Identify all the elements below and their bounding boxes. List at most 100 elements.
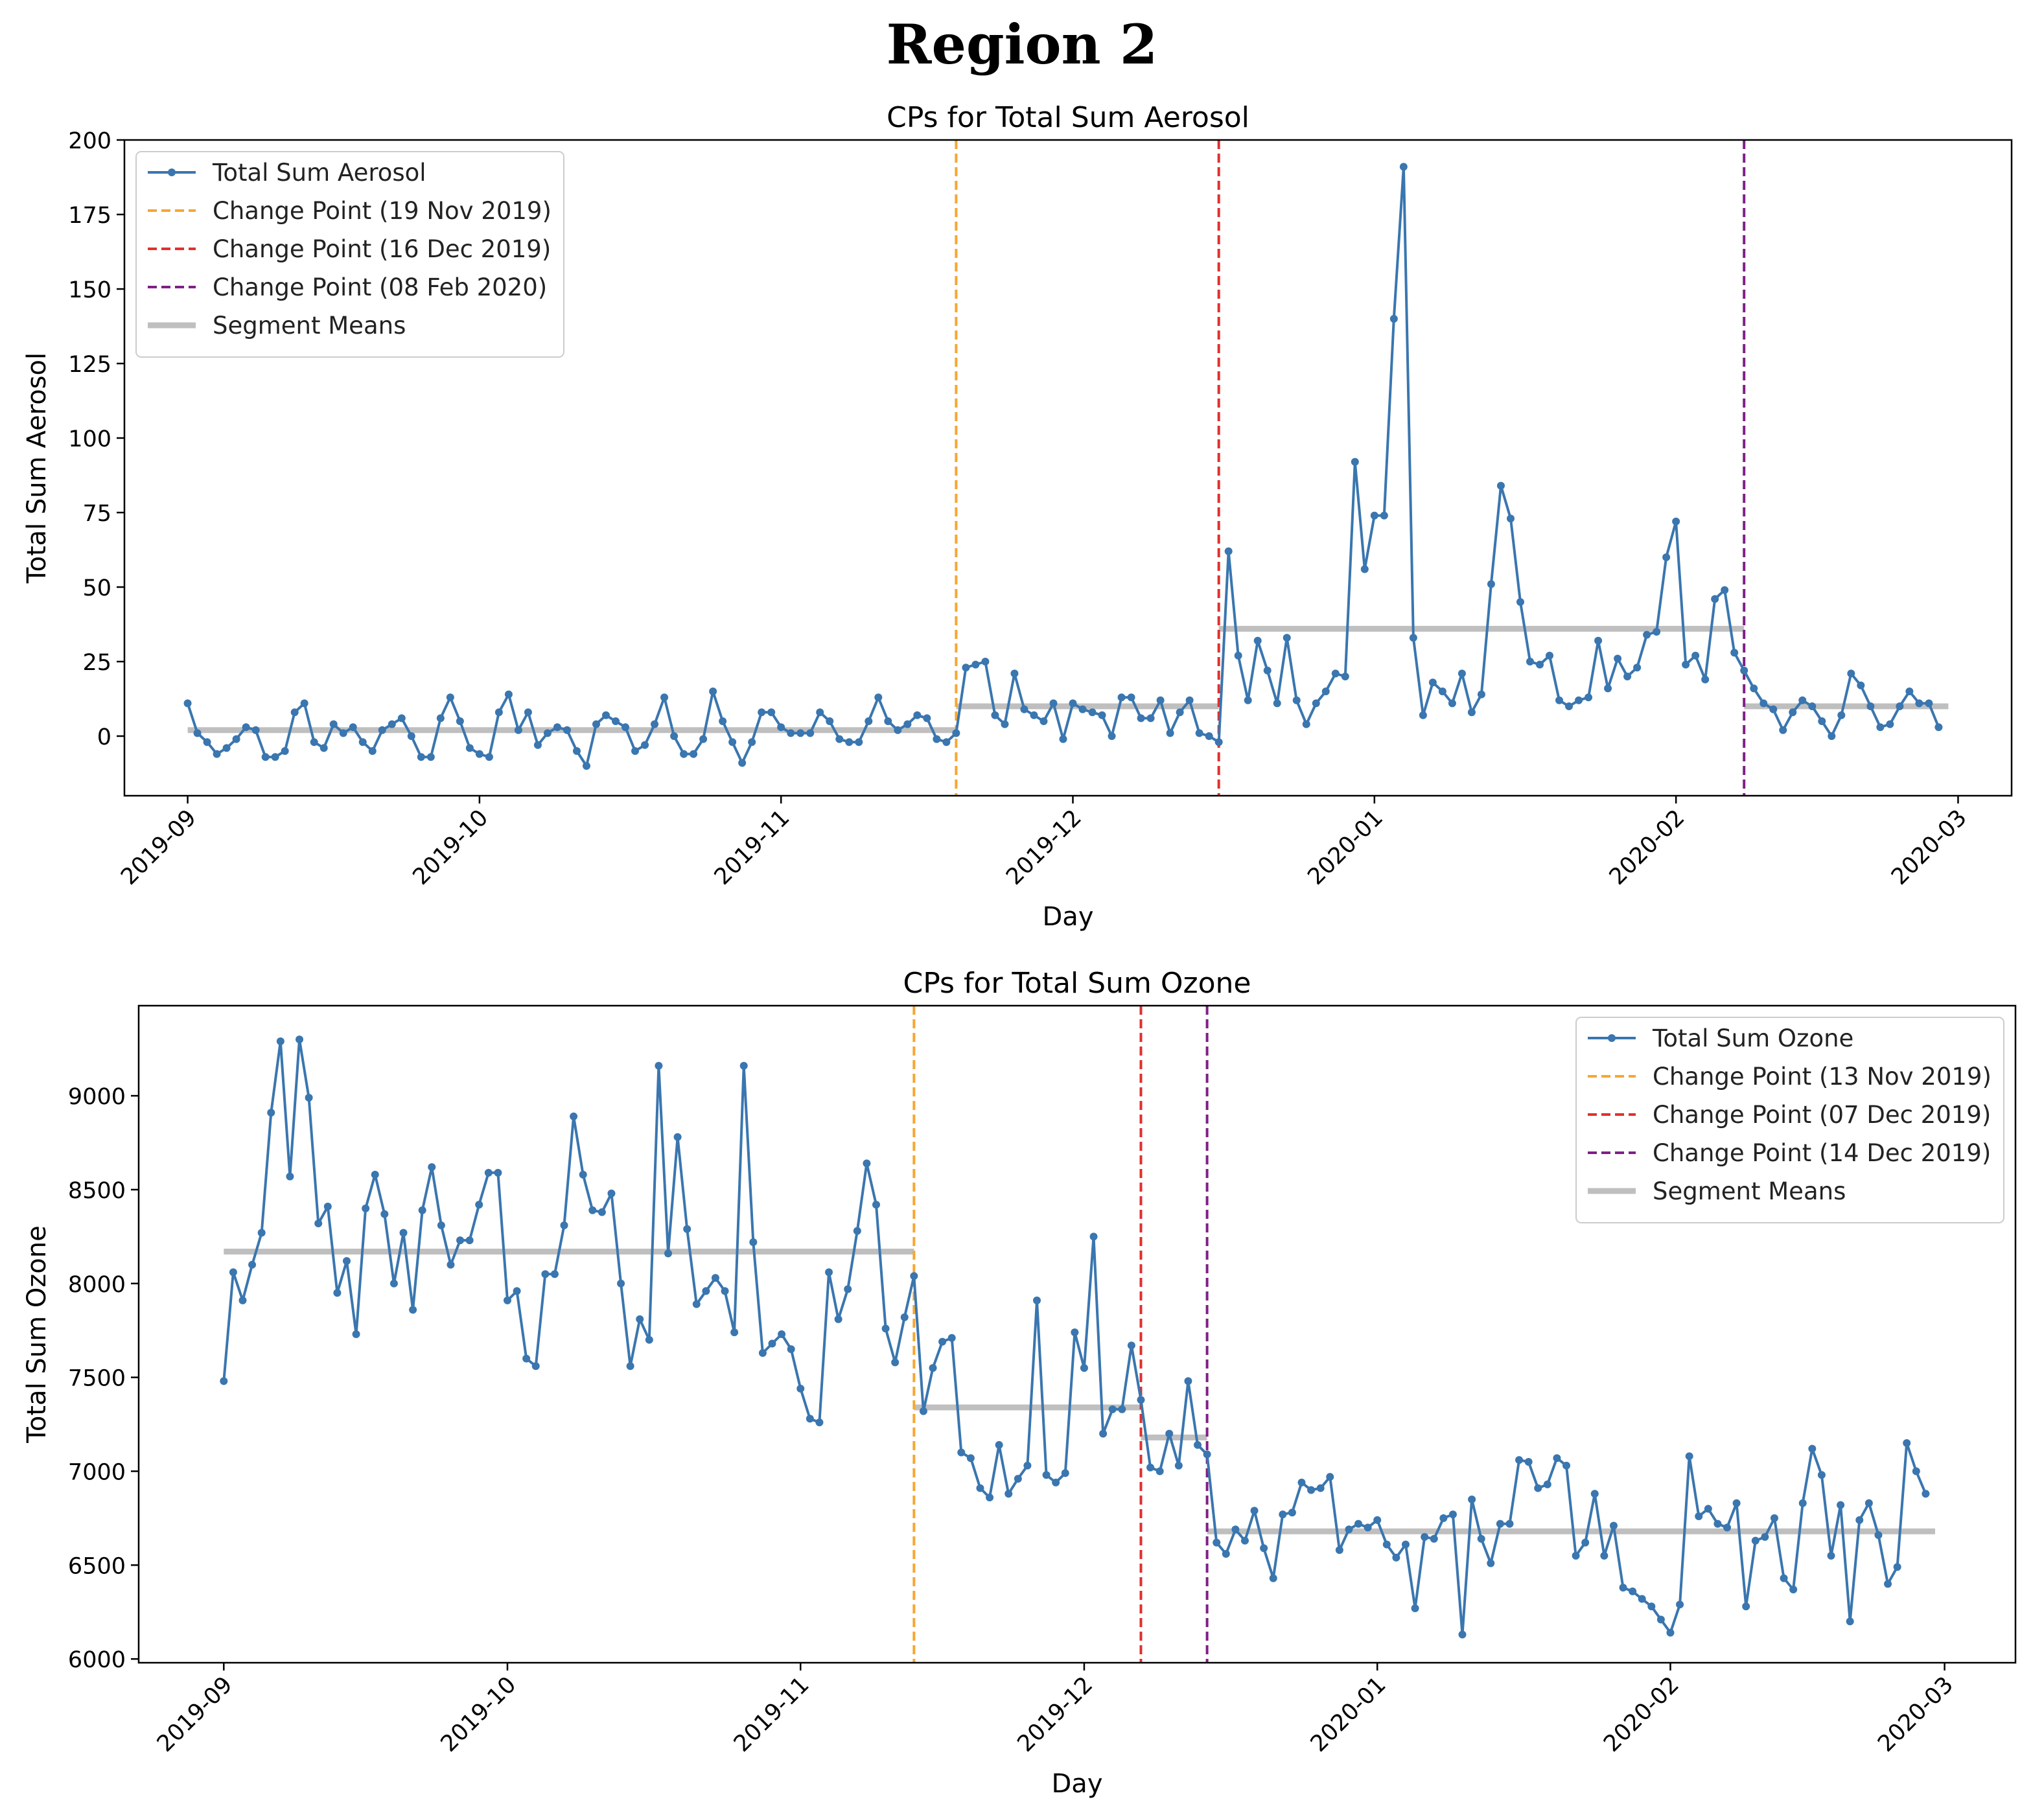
data-point [1399, 163, 1408, 171]
data-point [768, 1339, 776, 1348]
data-point [806, 1415, 814, 1423]
data-point [631, 747, 640, 755]
data-point [641, 741, 649, 749]
data-point [1137, 1396, 1145, 1404]
data-point [238, 1296, 247, 1304]
data-point [380, 1210, 389, 1218]
data-point [1723, 1523, 1732, 1532]
data-point [349, 723, 357, 732]
data-point [1477, 690, 1485, 699]
data-point [1049, 699, 1058, 708]
data-point [183, 699, 192, 708]
data-point [1780, 1574, 1788, 1582]
data-point [711, 1274, 719, 1282]
y-tick-label: 8500 [68, 1178, 126, 1204]
data-point [588, 1206, 597, 1214]
data-point [1553, 1454, 1561, 1462]
data-point [1174, 1461, 1183, 1470]
data-point [447, 1260, 455, 1269]
data-point [1751, 1536, 1759, 1545]
data-point [248, 1260, 257, 1269]
data-point [1876, 723, 1885, 732]
y-tick-label: 8000 [68, 1272, 126, 1298]
data-point [300, 699, 308, 708]
data-point [271, 753, 279, 761]
data-point [626, 1362, 634, 1370]
data-point [437, 1221, 445, 1229]
figure-title: Region 2 [887, 12, 1158, 76]
data-point [680, 750, 688, 758]
data-point [1213, 1538, 1221, 1547]
data-point [1118, 1405, 1126, 1413]
y-axis-label: Total Sum Ozone [22, 1225, 52, 1443]
x-tick-label: 2019-12 [1001, 805, 1087, 890]
data-point [358, 738, 367, 746]
data-point [1438, 688, 1446, 695]
data-point [1014, 1475, 1022, 1483]
x-tick-label: 2020-01 [1303, 805, 1388, 890]
data-point [1326, 1473, 1334, 1481]
data-point [1666, 1628, 1675, 1637]
data-point [407, 732, 415, 740]
data-point [1307, 1486, 1316, 1494]
data-point [1194, 1440, 1202, 1449]
data-point [971, 660, 980, 669]
x-axis-label: Day [1043, 902, 1094, 932]
data-point [533, 741, 542, 749]
data-point [1080, 1364, 1088, 1372]
data-point [692, 1300, 701, 1308]
data-point [1604, 684, 1612, 693]
data-point [1847, 669, 1855, 678]
data-point [1837, 1501, 1845, 1509]
data-point [976, 1484, 984, 1492]
data-point [371, 1170, 379, 1179]
chart-title: CPs for Total Sum Aerosol [887, 101, 1249, 134]
data-point [1779, 726, 1787, 734]
data-point [903, 720, 912, 728]
data-point [1562, 1461, 1571, 1470]
data-point [378, 726, 386, 734]
data-point [1127, 1341, 1135, 1350]
data-point [436, 714, 445, 723]
chart-ozone: CPs for Total Sum Ozone 6000 6500 7000 7500 8… [22, 967, 2017, 1799]
data-point [570, 1112, 578, 1120]
data-point [1516, 598, 1524, 606]
data-point [1099, 1429, 1108, 1438]
data-point [1409, 634, 1417, 642]
data-point [1711, 595, 1719, 603]
data-point [310, 738, 318, 746]
data-point [1759, 699, 1768, 708]
data-point [933, 735, 941, 743]
data-point [229, 1268, 237, 1277]
segment-means-group [187, 625, 1949, 734]
data-point [1088, 708, 1097, 717]
data-point [417, 753, 425, 761]
data-point [1874, 1531, 1883, 1539]
data-point [865, 717, 873, 725]
data-point [1263, 666, 1272, 675]
data-point [428, 1163, 436, 1172]
x-tick-label: 2020-02 [1599, 1672, 1684, 1757]
data-point [456, 1236, 465, 1245]
data-point [1912, 1467, 1920, 1475]
legend-marker [168, 168, 176, 176]
legend-marker [1608, 1034, 1616, 1042]
data-point [719, 717, 727, 725]
data-point [923, 714, 931, 723]
data-point [598, 1208, 606, 1216]
data-point [513, 1287, 521, 1295]
data-point [1857, 681, 1865, 689]
data-point [825, 1268, 833, 1277]
data-point [1448, 699, 1456, 708]
y-tick-label: 7000 [68, 1459, 126, 1485]
data-point [874, 693, 883, 702]
x-tick-label: 2019-11 [729, 1672, 815, 1757]
y-tick-label: 50 [82, 575, 111, 601]
data-point [607, 1189, 616, 1197]
data-point [699, 735, 708, 743]
data-point [739, 1061, 748, 1070]
y-tick-label: 6500 [68, 1553, 126, 1579]
data-point [1837, 711, 1846, 719]
data-point [276, 1037, 285, 1046]
data-point [1428, 678, 1437, 687]
